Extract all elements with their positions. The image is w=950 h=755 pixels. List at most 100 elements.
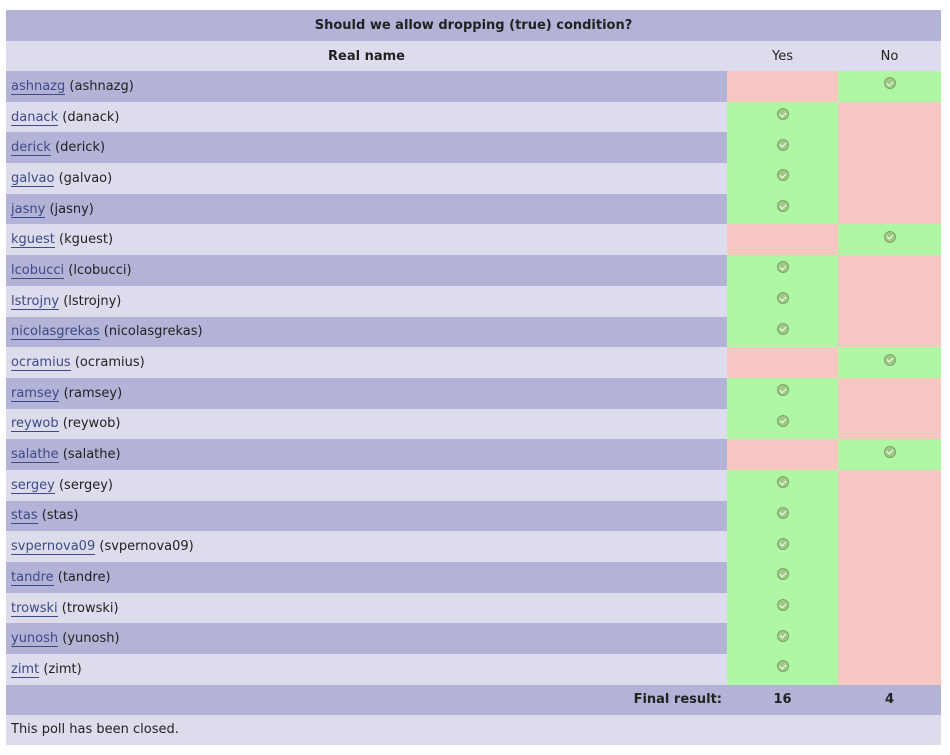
voter-name-cell: reywob (reywob) — [6, 408, 727, 440]
voter-real-name: (yunosh) — [62, 631, 120, 647]
check-circle-icon — [883, 353, 896, 366]
vote-row: kguest (kguest) — [6, 224, 942, 256]
voter-name-cell: sergey (sergey) — [6, 469, 727, 501]
voter-real-name: (stas) — [41, 508, 79, 524]
voter-name-cell: tandre (tandre) — [6, 562, 727, 593]
voter-username-link[interactable]: galvao — [11, 170, 55, 187]
voter-real-name: (lstrojny) — [63, 293, 122, 309]
check-circle-icon — [776, 629, 789, 642]
vote-row: stas (stas) — [6, 500, 942, 532]
vote-cell-yes — [727, 347, 838, 378]
vote-cell-yes — [727, 377, 838, 409]
voter-username-link[interactable]: salathe — [11, 447, 59, 464]
vote-row: ramsey (ramsey) — [6, 377, 942, 409]
voter-username-link[interactable]: sergey — [11, 477, 55, 494]
vote-row: ashnazg (ashnazg) — [6, 71, 942, 102]
voter-username-link[interactable]: ocramius — [11, 355, 71, 372]
vote-cell-no — [838, 101, 942, 133]
voter-name-cell: danack (danack) — [6, 101, 727, 133]
vote-cell-yes — [727, 224, 838, 256]
vote-cell-no — [838, 623, 942, 655]
vote-row: ocramius (ocramius) — [6, 347, 942, 378]
vote-cell-yes — [727, 408, 838, 440]
check-circle-icon — [776, 599, 789, 612]
voter-name-cell: svpernova09 (svpernova09) — [6, 531, 727, 562]
final-result-yes: 16 — [727, 684, 838, 715]
voter-username-link[interactable]: stas — [11, 508, 38, 525]
vote-row: zimt (zimt) — [6, 654, 942, 685]
check-circle-icon — [776, 414, 789, 427]
check-circle-icon — [776, 169, 789, 182]
vote-row: sergey (sergey) — [6, 469, 942, 501]
voter-username-link[interactable]: jasny — [11, 201, 46, 218]
check-circle-icon — [776, 322, 789, 335]
poll-title-row: Should we allow dropping (true) conditio… — [6, 10, 942, 41]
voter-username-link[interactable]: ramsey — [11, 385, 60, 402]
voter-username-link[interactable]: danack — [11, 109, 59, 126]
voter-username-link[interactable]: tandre — [11, 569, 54, 586]
vote-cell-no — [838, 562, 942, 593]
voter-name-cell: salathe (salathe) — [6, 439, 727, 470]
poll-title: Should we allow dropping (true) conditio… — [6, 10, 942, 41]
poll-header-row: Real name Yes No — [6, 41, 942, 71]
vote-row: reywob (reywob) — [6, 408, 942, 440]
vote-row: salathe (salathe) — [6, 439, 942, 470]
vote-cell-yes — [727, 500, 838, 532]
voter-username-link[interactable]: yunosh — [11, 631, 59, 648]
column-header-real-name: Real name — [6, 41, 727, 71]
vote-cell-no — [838, 193, 942, 225]
vote-cell-no — [838, 592, 942, 624]
voter-name-cell: kguest (kguest) — [6, 224, 727, 256]
poll-closed-notice: This poll has been closed. — [6, 714, 942, 745]
voter-real-name: (svpernova09) — [99, 539, 194, 555]
vote-cell-yes — [727, 592, 838, 624]
check-circle-icon — [776, 292, 789, 305]
voter-real-name: (zimt) — [43, 661, 82, 677]
vote-cell-yes — [727, 255, 838, 286]
check-circle-icon — [883, 230, 896, 243]
voter-real-name: (galvao) — [58, 170, 113, 186]
vote-row: danack (danack) — [6, 101, 942, 133]
voter-name-cell: trowski (trowski) — [6, 592, 727, 624]
final-result-row: Final result: 16 4 — [6, 684, 942, 715]
voter-username-link[interactable]: reywob — [11, 416, 59, 433]
vote-cell-yes — [727, 562, 838, 593]
vote-cell-yes — [727, 654, 838, 685]
voter-real-name: (ashnazg) — [69, 78, 134, 94]
voter-username-link[interactable]: nicolasgrekas — [11, 324, 100, 341]
voter-username-link[interactable]: ashnazg — [11, 78, 66, 95]
column-header-yes: Yes — [727, 41, 838, 71]
vote-cell-no — [838, 408, 942, 440]
vote-row: jasny (jasny) — [6, 193, 942, 225]
voter-username-link[interactable]: derick — [11, 140, 51, 157]
voter-username-link[interactable]: svpernova09 — [11, 539, 96, 556]
voter-real-name: (salathe) — [62, 447, 121, 463]
voter-username-link[interactable]: zimt — [11, 661, 40, 678]
voter-real-name: (trowski) — [61, 600, 119, 616]
voter-username-link[interactable]: lstrojny — [11, 293, 60, 310]
voter-name-cell: galvao (galvao) — [6, 163, 727, 194]
voter-name-cell: ocramius (ocramius) — [6, 347, 727, 378]
voter-name-cell: nicolasgrekas (nicolasgrekas) — [6, 316, 727, 348]
voter-real-name: (kguest) — [59, 232, 114, 248]
voter-real-name: (derick) — [55, 140, 106, 156]
voter-username-link[interactable]: trowski — [11, 600, 58, 617]
vote-row: svpernova09 (svpernova09) — [6, 531, 942, 562]
vote-cell-yes — [727, 193, 838, 225]
check-circle-icon — [776, 568, 789, 581]
vote-cell-no — [838, 285, 942, 317]
vote-cell-yes — [727, 316, 838, 348]
voter-username-link[interactable]: kguest — [11, 232, 55, 249]
voter-real-name: (ramsey) — [63, 385, 123, 401]
check-circle-icon — [776, 261, 789, 274]
vote-cell-yes — [727, 163, 838, 194]
vote-cell-no — [838, 469, 942, 501]
final-result-label: Final result: — [6, 684, 727, 715]
check-circle-icon — [776, 384, 789, 397]
voter-username-link[interactable]: lcobucci — [11, 262, 65, 279]
check-circle-icon — [776, 108, 789, 121]
voter-real-name: (reywob) — [62, 416, 121, 432]
vote-row: trowski (trowski) — [6, 592, 942, 624]
vote-cell-yes — [727, 469, 838, 501]
vote-cell-no — [838, 316, 942, 348]
